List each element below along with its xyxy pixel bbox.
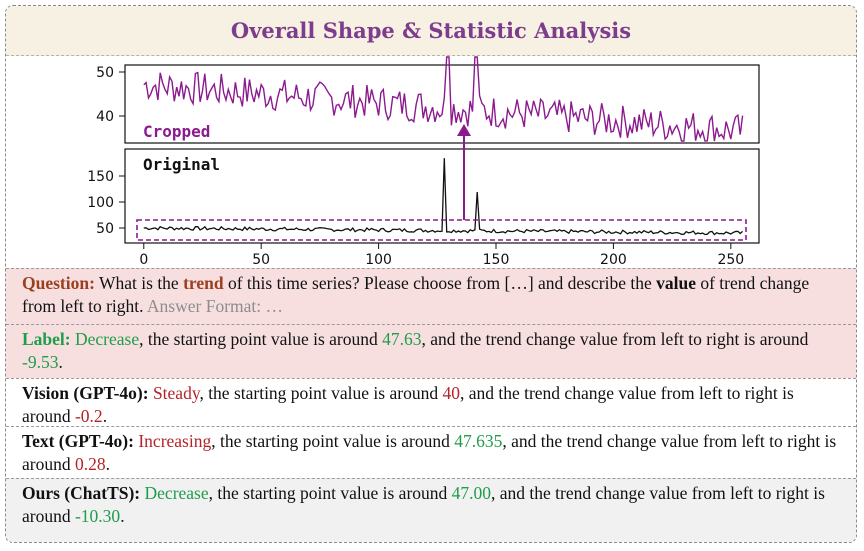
question-part-3: of trend change from left to right. — [22, 273, 810, 316]
text-end: . — [105, 454, 110, 474]
text-change-value: 0.28 — [74, 454, 106, 474]
text-part-2: , and the trend change value from left t… — [22, 431, 837, 474]
label-part-2: , and the trend change value from left t… — [421, 329, 809, 349]
x-tick-label: 200 — [600, 252, 627, 268]
ours-lead: Ours (ChatTS): — [22, 483, 141, 503]
vision-start-value: 40 — [442, 383, 460, 403]
text-lead: Text (GPT-4o): — [22, 431, 134, 451]
original-y-ticks: 150 100 50 — [87, 169, 125, 237]
question-value-word: value — [656, 273, 696, 293]
ours-answer-block: Ours (ChatTS): Decrease, the starting po… — [6, 478, 856, 542]
label-trend: Decrease — [70, 329, 140, 349]
vision-change-value: -0.2 — [74, 406, 103, 426]
vision-part-1: , the starting point value is around — [199, 383, 443, 403]
label-part-1: , the starting point value is around — [139, 329, 383, 349]
figure-title: Overall Shape & Statistic Analysis — [6, 6, 856, 56]
cropped-series-line — [143, 56, 744, 142]
figure-frame: Overall Shape & Statistic Analysis 50 40… — [5, 5, 857, 543]
original-label: Original — [143, 155, 220, 174]
label-lead: Label: — [22, 329, 71, 349]
question-part-2: of this time series? Please choose from … — [223, 273, 657, 293]
ours-change-value: -10.30 — [74, 506, 121, 526]
label-block: Label: Decrease, the starting point valu… — [6, 324, 856, 378]
question-answer-format: Answer Format: … — [146, 296, 284, 316]
ours-part-1: , the starting point value is around — [208, 483, 452, 503]
original-ytick-50: 50 — [96, 221, 114, 237]
question-trend-word: trend — [183, 273, 224, 293]
ours-trend: Decrease — [140, 483, 209, 503]
vision-trend: Steady — [148, 383, 200, 403]
cropped-panel-frame — [124, 64, 760, 144]
ours-start-value: 47.00 — [451, 483, 492, 503]
label-start-value: 47.63 — [382, 329, 422, 349]
crop-selection-box — [136, 219, 747, 241]
vision-part-2: , and the trend change value from left t… — [22, 383, 794, 426]
x-tick-label: 100 — [365, 252, 392, 268]
text-trend: Increasing — [133, 431, 212, 451]
x-tick-label: 50 — [252, 252, 270, 268]
text-part-1: , the starting point value is around — [211, 431, 455, 451]
label-end: . — [58, 352, 63, 372]
original-series-line — [143, 158, 744, 236]
cropped-label: Cropped — [143, 122, 210, 141]
crop-arrow-head — [457, 124, 471, 136]
cropped-ytick-40: 40 — [96, 109, 114, 125]
original-panel-frame — [124, 148, 760, 244]
question-part-1: What is the — [94, 273, 184, 293]
x-tick-label: 0 — [139, 252, 148, 268]
text-start-value: 47.635 — [454, 431, 503, 451]
vision-end: . — [102, 406, 108, 426]
cropped-y-ticks: 50 40 — [96, 65, 125, 125]
ours-end: . — [120, 506, 125, 526]
vision-lead: Vision (GPT-4o): — [22, 383, 149, 403]
original-ytick-100: 100 — [87, 195, 114, 211]
text-answer-block: Text (GPT-4o): Increasing, the starting … — [6, 426, 856, 478]
original-ytick-150: 150 — [87, 169, 114, 185]
vision-answer-block: Vision (GPT-4o): Steady, the starting po… — [6, 378, 856, 426]
x-tick-label: 150 — [483, 252, 510, 268]
question-block: Question: What is the trend of this time… — [6, 268, 856, 324]
original-x-ticks: 0 50 100 150 200 250 — [139, 243, 744, 268]
question-lead: Question: — [22, 273, 95, 293]
cropped-ytick-50: 50 — [96, 65, 114, 81]
chart-area: 50 40 Cropped 150 100 50 0 50 100 150 200 250… — [87, 56, 760, 268]
label-change-value: -9.53 — [22, 352, 59, 372]
ours-part-2: , and the trend change value from left t… — [22, 483, 825, 526]
x-tick-label: 250 — [717, 252, 744, 268]
